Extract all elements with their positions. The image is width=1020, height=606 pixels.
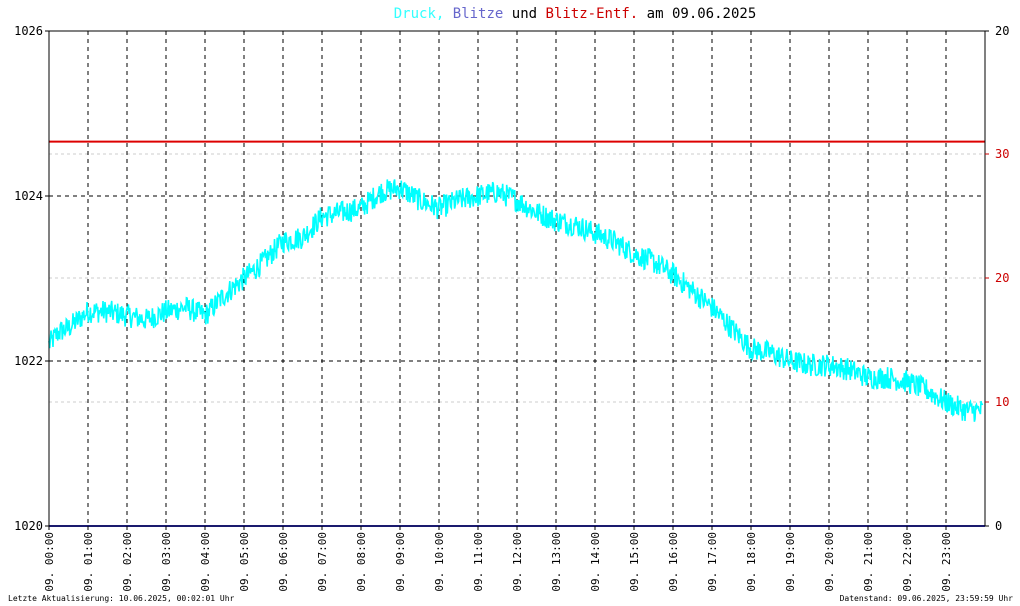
x-tick-label: 09. 03:00 bbox=[160, 532, 173, 592]
x-tick-label: 09. 09:00 bbox=[394, 532, 407, 592]
x-tick-label: 09. 20:00 bbox=[823, 532, 836, 592]
x-tick-label: 09. 16:00 bbox=[667, 532, 680, 592]
x-tick-label: 09. 10:00 bbox=[433, 532, 446, 592]
footer-data-status: Datenstand: 09.06.2025, 23:59:59 Uhr bbox=[840, 594, 1014, 603]
x-tick-label: 09. 18:00 bbox=[745, 532, 758, 592]
x-tick-label: 09. 01:00 bbox=[82, 532, 95, 592]
x-tick-label: 09. 05:00 bbox=[238, 532, 251, 592]
title-blitze: Blitze bbox=[453, 6, 504, 22]
x-tick-label: 09. 13:00 bbox=[550, 532, 563, 592]
footer-last-update: Letzte Aktualisierung: 10.06.2025, 00:02… bbox=[8, 594, 235, 603]
x-tick-label: 09. 00:00 bbox=[43, 532, 56, 592]
y-right-tick-label: 0 bbox=[995, 519, 1002, 533]
title-blitz-entf: Blitz-Entf. bbox=[546, 6, 639, 22]
y-left-tick-label: 1022 bbox=[14, 354, 43, 368]
x-tick-label: 09. 21:00 bbox=[862, 532, 875, 592]
y-red-tick-label: 20 bbox=[995, 271, 1009, 285]
title-und: und bbox=[512, 6, 537, 22]
x-tick-label: 09. 17:00 bbox=[706, 532, 719, 592]
x-tick-label: 09. 19:00 bbox=[784, 532, 797, 592]
y-left-tick-label: 1024 bbox=[14, 189, 43, 203]
x-tick-label: 09. 23:00 bbox=[940, 532, 953, 592]
y-right-tick-label: 20 bbox=[995, 24, 1009, 38]
y-red-tick-label: 10 bbox=[995, 395, 1009, 409]
chart-title: Druck, Blitze und Blitz-Entf. am 09.06.2… bbox=[394, 6, 757, 22]
y-left-tick-label: 1026 bbox=[14, 24, 43, 38]
x-tick-label: 09. 06:00 bbox=[277, 532, 290, 592]
series-druck-line bbox=[48, 179, 984, 422]
x-tick-label: 09. 08:00 bbox=[355, 532, 368, 592]
x-tick-label: 09. 04:00 bbox=[199, 532, 212, 592]
grid-layer bbox=[49, 31, 985, 526]
x-tick-label: 09. 12:00 bbox=[511, 532, 524, 592]
y-red-tick-label: 30 bbox=[995, 147, 1009, 161]
y-left-tick-label: 1020 bbox=[14, 519, 43, 533]
x-tick-label: 09. 14:00 bbox=[589, 532, 602, 592]
title-date: am 09.06.2025 bbox=[647, 6, 757, 22]
x-tick-label: 09. 11:00 bbox=[472, 532, 485, 592]
x-tick-label: 09. 07:00 bbox=[316, 532, 329, 592]
x-tick-label: 09. 02:00 bbox=[121, 532, 134, 592]
x-tick-label: 09. 22:00 bbox=[901, 532, 914, 592]
x-tick-label: 09. 15:00 bbox=[628, 532, 641, 592]
title-druck: Druck, bbox=[394, 6, 445, 22]
